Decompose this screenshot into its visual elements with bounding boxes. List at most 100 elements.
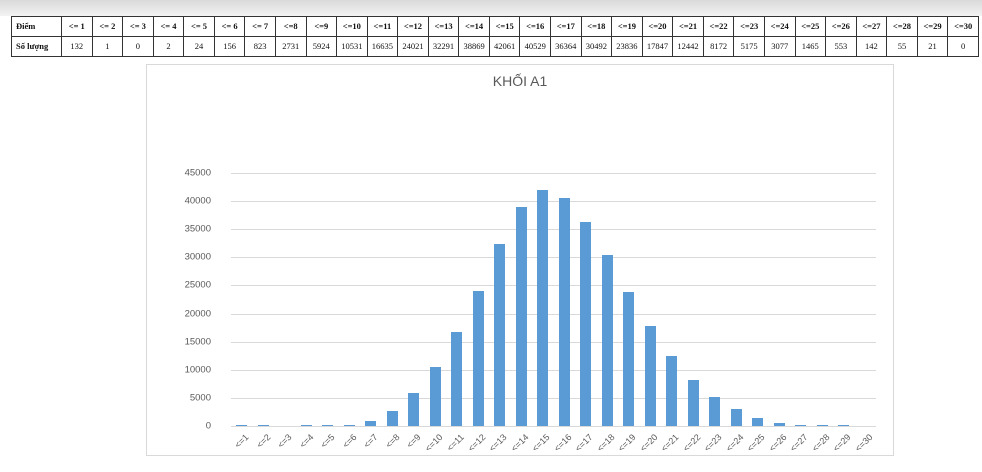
table-header-cell: <=29 [916,16,949,37]
x-tick-label: <=1 [232,432,251,451]
x-tick-label: <=26 [766,432,789,454]
bar [709,396,721,426]
bar [408,392,420,426]
table-value-cell: 30492 [580,36,613,57]
top-shadow [0,0,982,16]
row-label-count: Số lượng [11,36,62,57]
bar [300,425,312,426]
x-tick-label: <=3 [275,432,294,451]
x-tick-label: <=29 [831,432,853,454]
table-header-cell: <=19 [611,16,643,37]
bar [494,244,506,426]
table-header-cell: <=10 [336,16,368,37]
table-value-cell: 2 [152,36,185,57]
chart-area: KHỐI A1 0 5000 10000 15000 20000 25000 30000 35… [146,64,894,456]
bar [322,425,334,426]
x-tick-label: <=27 [788,432,810,454]
table-header-cell: <=23 [733,16,765,37]
x-tick-label: <=11 [444,432,466,454]
y-tick-label: 0 [205,420,211,432]
table-header-cell: <= 7 [244,16,276,37]
gridline [231,369,876,371]
bar [795,425,807,426]
gridline [231,313,876,315]
table-value-cell: 36364 [550,36,582,57]
gridline [231,397,876,399]
x-tick-label: <=15 [530,432,552,454]
table-value-cell: 132 [61,36,93,57]
table-value-row: Số lượng 132 1 0 2 24 156 823 2731 5924 10531 1663… [11,36,979,57]
table-value-cell: 0 [122,36,154,57]
x-tick-label: <=5 [318,432,337,451]
table-value-cell: 17847 [641,36,674,57]
y-tick-label: 40000 [184,195,211,207]
table-header-cell: <= 2 [91,16,124,37]
table-value-cell: 5175 [733,36,765,57]
table-value-cell: 1465 [794,36,827,57]
bar [386,410,398,426]
bar [236,425,248,426]
x-tick-label: <=20 [637,432,660,454]
table-header-cell: <=15 [488,16,521,37]
x-tick-label: <=24 [723,432,746,454]
table-header-row: Điểm <= 1 <= 2 <= 3 <= 4 <= 5 <= 6 <= 7 <=8 <=9 <… [11,16,979,37]
table-value-cell: 55 [886,36,918,57]
bar [666,356,678,426]
gridline [231,257,876,259]
table-header-cell: <=14 [458,16,490,37]
table-value-cell: 32291 [427,36,460,57]
x-tick-label: <=9 [404,432,423,451]
table-header-cell: <= 4 [152,16,185,37]
bar [472,290,484,426]
bar [644,325,656,426]
x-tick-label: <=2 [254,432,273,451]
row-label-score: Điểm [11,16,62,37]
table-value-cell: 2731 [274,36,307,57]
table-header-cell: <=16 [519,16,551,37]
y-tick-label: 15000 [184,336,211,348]
x-tick-label: <=4 [297,432,316,451]
bar [838,425,850,426]
table-value-cell: 156 [213,36,246,57]
x-tick-label: <=7 [361,432,380,451]
bar [623,292,635,426]
chart-title: KHỐI A1 [492,73,548,89]
bar [429,366,441,426]
x-tick-label: <=17 [573,432,595,454]
table-header-cell: <=26 [825,16,857,37]
x-tick-label: <=22 [680,432,703,454]
bar [257,425,269,426]
bar [580,221,592,426]
table-value-cell: 21 [916,36,949,57]
x-tick-label: <=6 [340,432,359,451]
table-header-cell: <=27 [855,16,888,37]
table-header-cell: <=9 [305,16,338,37]
table-header-cell: <=12 [397,16,429,37]
y-tick-label: 35000 [184,223,211,235]
table-value-cell: 38869 [458,36,490,57]
bar [752,417,764,426]
bar [515,207,527,426]
x-tick-label: <=18 [594,432,617,454]
plot-area: 0 5000 10000 15000 20000 25000 30000 35000 40000… [185,141,876,454]
x-tick-label: <=10 [422,432,445,454]
gridline [231,341,876,343]
y-tick-label: 10000 [184,364,211,376]
bar [451,332,463,426]
x-tick-label: <=12 [465,432,488,454]
x-tick-label: <=8 [383,432,402,451]
bar [687,380,699,426]
x-tick-label: <=25 [745,432,767,454]
table-value-cell: 142 [855,36,888,57]
x-tick-label: <=21 [659,432,681,454]
table-header-cell: <= 6 [213,16,246,37]
table-header-cell: <=8 [274,16,307,37]
table-header-cell: <=17 [550,16,582,37]
table-header-cell: <=25 [794,16,827,37]
table-value-cell: 3077 [763,36,796,57]
table-value-cell: 24 [183,36,215,57]
bar [816,425,828,426]
y-tick-label: 20000 [184,308,211,320]
table-value-cell: 24021 [397,36,429,57]
x-tick-label: <=13 [487,432,509,454]
